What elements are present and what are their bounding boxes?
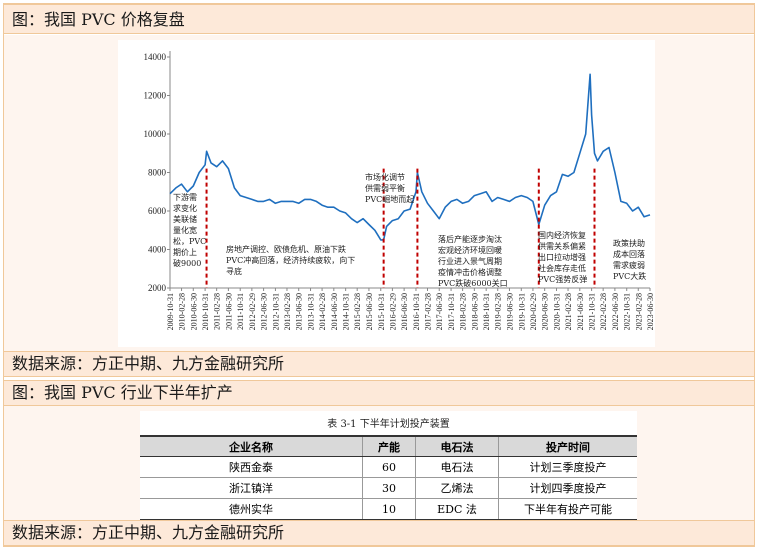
chart-annotation: 市场化调节供需弱平衡 PVC崛地而起 <box>365 172 414 204</box>
header-start-time: 投产时间 <box>498 435 637 457</box>
cell-start-time: 下半年有投产可能 <box>498 498 637 521</box>
chart-annotation: 政策扶助成本回落需求疲弱 PVC大跌 <box>613 238 646 281</box>
figure-caption-2: 图：我国 PVC 行业下半年扩产 <box>4 380 754 406</box>
x-tick-label: 2022-02-28 <box>599 293 608 330</box>
x-tick-label: 2021-02-28 <box>564 293 573 330</box>
cell-company: 浙江镇洋 <box>140 477 363 499</box>
x-tick-label: 2020-02-29 <box>529 293 538 330</box>
x-tick-label: 2018-10-31 <box>482 293 491 330</box>
x-tick-label: 2015-06-30 <box>365 293 374 330</box>
x-tick-label: 2011-10-31 <box>236 293 245 330</box>
x-tick-label: 2021-06-30 <box>576 293 585 330</box>
x-tick-label: 2023-02-28 <box>634 293 643 330</box>
figure-caption: 图：我国 PVC 价格复盘 <box>4 4 754 34</box>
table-row: 浙江镇洋 30 乙烯法 计划四季度投产 <box>140 477 637 499</box>
x-tick-label: 2010-10-31 <box>201 293 210 330</box>
x-tick-label: 2014-10-31 <box>342 293 351 330</box>
table-panel: 表 3-1 下半年计划投产装置 企业名称 产能 电石法 投产时间 陕西金泰 60… <box>4 406 754 521</box>
x-tick-label: 2016-10-31 <box>412 293 421 330</box>
cell-company: 德州实华 <box>140 498 363 521</box>
x-tick-label: 2013-10-31 <box>307 293 316 330</box>
x-tick-label: 2010-02-28 <box>178 293 187 330</box>
x-tick-label: 2015-10-31 <box>377 293 386 330</box>
x-tick-label: 2017-06-30 <box>435 293 444 330</box>
y-tick-label: 2000 <box>148 283 167 293</box>
x-tick-label: 2014-02-28 <box>318 293 327 330</box>
cell-process: 电石法 <box>415 456 499 478</box>
x-tick-label: 2022-10-31 <box>623 293 632 330</box>
x-tick-label: 2013-02-28 <box>283 293 292 330</box>
header-capacity: 产能 <box>362 435 416 457</box>
cell-capacity: 10 <box>362 498 416 521</box>
figure-source-2: 数据来源：方正中期、九方金融研究所 <box>4 520 754 546</box>
table-header-row: 企业名称 产能 电石法 投产时间 <box>140 435 637 457</box>
x-tick-label: 2017-02-28 <box>424 293 433 330</box>
cell-process: 乙烯法 <box>415 477 499 499</box>
x-tick-label: 2012-02-29 <box>248 293 257 330</box>
y-tick-label: 14000 <box>144 52 167 62</box>
table-row: 陕西金泰 60 电石法 计划三季度投产 <box>140 456 637 478</box>
pvc-price-chart: 2000 4000 6000 8000 10000 12000 14000 2009-10-3… <box>144 51 655 330</box>
y-tick-label: 10000 <box>144 129 167 139</box>
chart-container: 2000 4000 6000 8000 10000 12000 14000 2009-10-3… <box>118 40 655 347</box>
x-tick-label: 2021-10-31 <box>588 293 597 330</box>
y-tick-label: 8000 <box>148 168 167 178</box>
x-tick-label: 2015-02-28 <box>353 293 362 330</box>
price-series-line <box>169 73 651 241</box>
x-tick-label: 2012-06-30 <box>260 293 269 330</box>
x-tick-label: 2020-06-30 <box>541 293 550 330</box>
table-container: 表 3-1 下半年计划投产装置 企业名称 产能 电石法 投产时间 陕西金泰 60… <box>140 411 637 521</box>
header-company: 企业名称 <box>140 435 363 457</box>
x-tick-label: 2012-10-31 <box>271 293 280 330</box>
figure-frame <box>3 3 755 547</box>
x-tick-label: 2010-06-30 <box>189 293 198 330</box>
figure-source: 数据来源：方正中期、九方金融研究所 <box>4 351 754 377</box>
y-tick-label: 6000 <box>148 206 167 216</box>
capacity-table: 企业名称 产能 电石法 投产时间 陕西金泰 60 电石法 计划三季度投产 浙江镇… <box>140 435 637 521</box>
chart-annotation: 落后产能逐步淘汰宏观经济环境回暖行业进入景气周期疫情冲击价格调整 PVC跌破600… <box>438 234 508 288</box>
x-tick-label: 2019-10-31 <box>517 293 526 330</box>
chart-annotation: 国内经济恢复供需关系偏紧出口拉动增强社会库存走低 PVC强势反弹 <box>538 230 587 284</box>
x-tick-label: 2014-06-30 <box>330 293 339 330</box>
cell-capacity: 60 <box>362 456 416 478</box>
x-tick-label: 2009-10-31 <box>166 293 175 330</box>
y-tick-label: 12000 <box>144 91 167 101</box>
cell-start-time: 计划三季度投产 <box>498 456 637 478</box>
x-tick-label: 2017-10-31 <box>447 293 456 330</box>
x-tick-label: 2011-02-28 <box>213 293 222 330</box>
chart-annotation: 下游需求变化美联储量化宽松，PVC 期价上破9000 <box>173 192 206 268</box>
cell-process: EDC 法 <box>415 498 499 521</box>
cell-company: 陕西金泰 <box>140 456 363 478</box>
chart-annotation: 房地产调控、欧债危机、原油下跌 PVC冲高回落，经济持续疲软，向下寻底 <box>226 244 355 276</box>
table-row: 德州实华 10 EDC 法 下半年有投产可能 <box>140 498 637 521</box>
x-tick-label: 2016-06-30 <box>400 293 409 330</box>
x-tick-label: 2022-06-30 <box>611 293 620 330</box>
x-tick-label: 2018-02-28 <box>459 293 468 330</box>
x-tick-label: 2016-02-29 <box>388 293 397 330</box>
x-tick-label: 2023-06-30 <box>646 293 655 330</box>
cell-start-time: 计划四季度投产 <box>498 477 637 499</box>
x-tick-label: 2013-06-30 <box>295 293 304 330</box>
chart-panel: 2000 4000 6000 8000 10000 12000 14000 2009-10-3… <box>4 35 754 351</box>
x-tick-label: 2011-06-30 <box>224 293 233 330</box>
x-tick-label: 2019-02-28 <box>494 293 503 330</box>
y-tick-label: 4000 <box>148 245 167 255</box>
x-tick-label: 2019-06-30 <box>505 293 514 330</box>
table-title: 表 3-1 下半年计划投产装置 <box>327 419 450 430</box>
cell-capacity: 30 <box>362 477 416 499</box>
x-tick-label: 2018-06-30 <box>470 293 479 330</box>
header-process: 电石法 <box>415 435 499 457</box>
x-tick-label: 2020-10-31 <box>553 293 562 330</box>
